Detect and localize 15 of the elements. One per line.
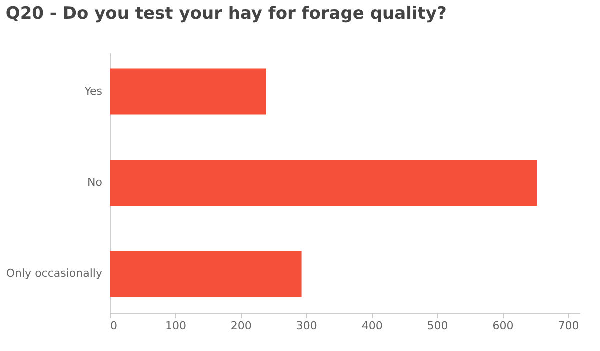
bar <box>110 68 266 115</box>
chart-title: Q20 - Do you test your hay for forage quality? <box>6 4 447 24</box>
x-tick-label: 400 <box>362 320 383 332</box>
y-tick-label: No <box>88 176 103 189</box>
y-tick-label: Yes <box>84 84 103 98</box>
x-tick-label: 0 <box>110 320 118 332</box>
y-tick-label: Only occasionally <box>6 267 103 280</box>
bar <box>110 251 302 298</box>
x-tick-label: 300 <box>296 320 318 332</box>
x-tick-label: 500 <box>427 320 448 332</box>
x-tick-label: 200 <box>230 320 252 332</box>
bar <box>110 160 538 206</box>
x-tick-label: 100 <box>165 320 186 332</box>
x-tick-label: 700 <box>558 320 580 332</box>
x-tick-label: 600 <box>492 320 514 332</box>
